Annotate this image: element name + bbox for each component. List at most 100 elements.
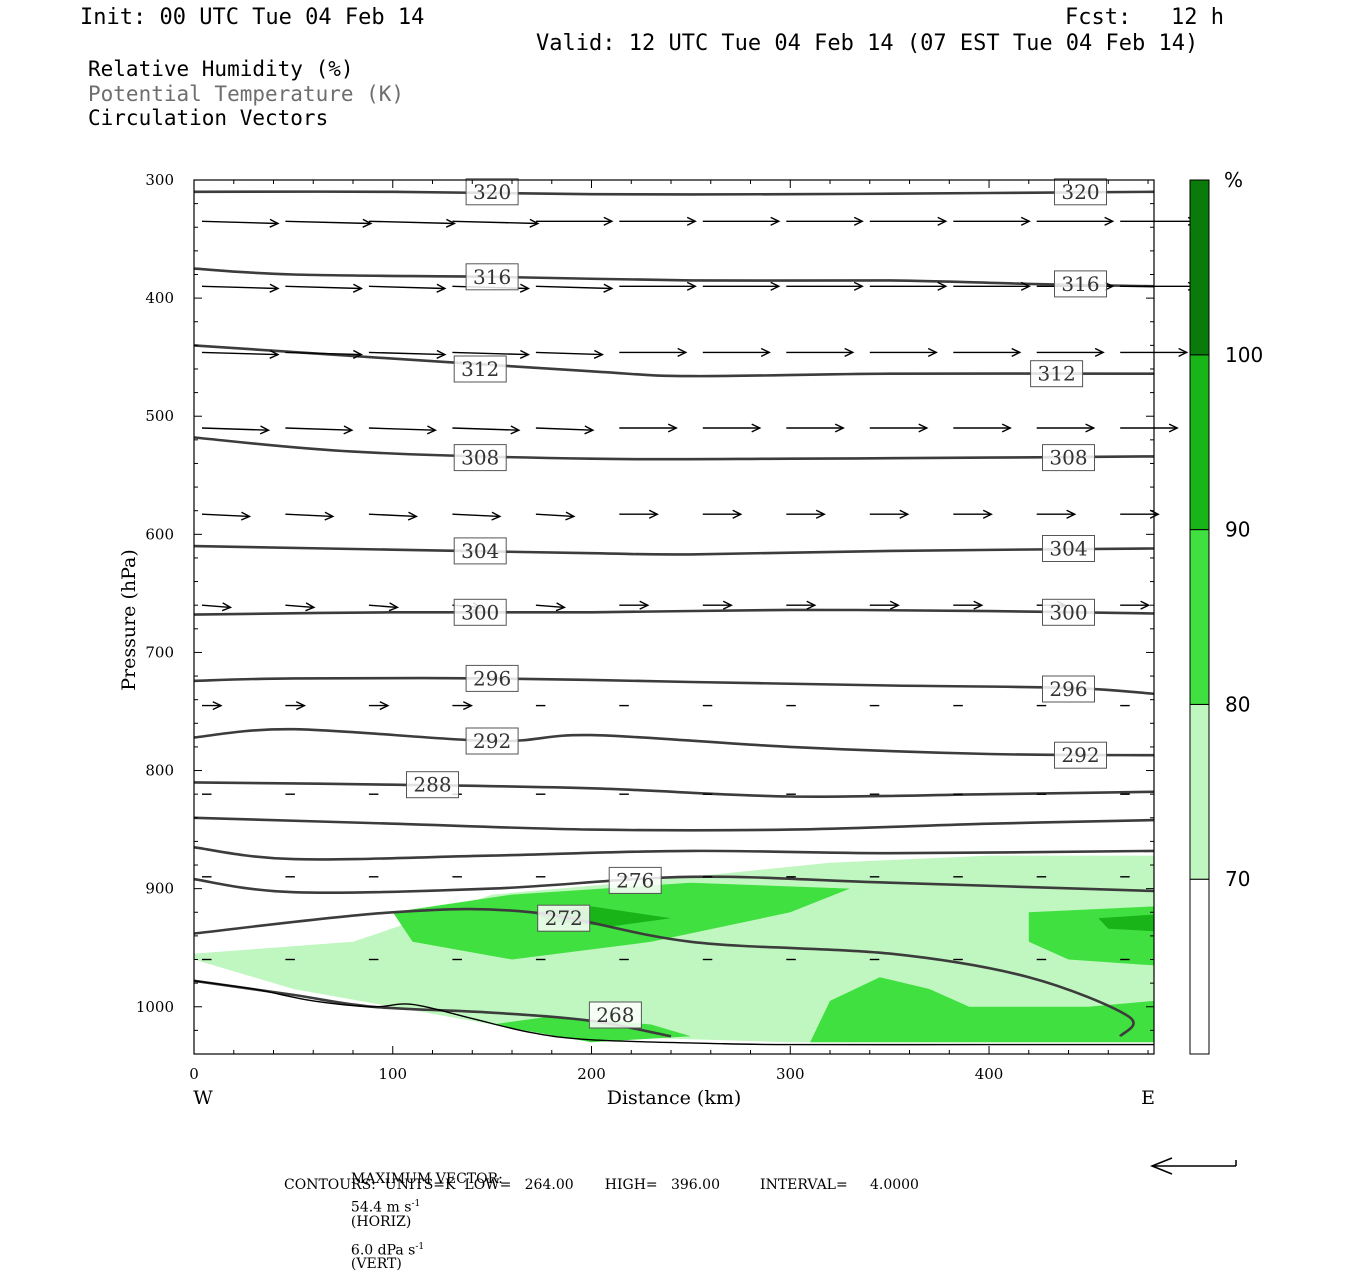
circulation-vector — [201, 425, 271, 435]
vector-head — [1140, 600, 1151, 610]
vector-head — [1104, 281, 1115, 291]
max-horiz-unit-exponent: -1 — [411, 1199, 421, 1209]
colorbar-tick-label: 70 — [1225, 867, 1250, 891]
vector-shaft — [285, 351, 362, 356]
circulation-vector — [869, 509, 910, 519]
vector-shaft — [368, 604, 398, 609]
vector-shaft — [368, 220, 455, 225]
vector-head — [529, 218, 540, 228]
contour-label-296: 296 — [473, 666, 511, 690]
humidity-fill-layer — [194, 855, 1154, 1043]
contour-label-box — [1042, 444, 1095, 472]
contour-label-box — [1042, 535, 1095, 562]
contour-label-292: 292 — [1061, 743, 1099, 767]
vector-head — [889, 600, 900, 610]
vector-shaft — [452, 427, 519, 431]
contour-label-box — [465, 263, 519, 291]
colorbar-tick-label: 80 — [1225, 692, 1250, 716]
circulation-vector — [201, 511, 252, 521]
colorbar-unit: % — [1224, 168, 1243, 192]
contour-label-box — [537, 904, 591, 932]
max-horiz-tag: (HORIZ) — [350, 1213, 412, 1230]
vector-head — [1001, 423, 1012, 433]
vector-head — [648, 509, 659, 519]
vector-head — [1085, 423, 1096, 433]
max-vert-tag: (VERT) — [350, 1256, 402, 1272]
circulation-vector — [452, 218, 540, 228]
contour-label-box — [453, 598, 507, 626]
vector-shaft — [452, 220, 538, 225]
y-tick-label: 700 — [145, 643, 174, 661]
circulation-vector — [1036, 347, 1105, 358]
circulation-vector — [786, 600, 817, 610]
contour-label-276: 276 — [616, 868, 654, 892]
terrain-surface-line — [193, 980, 1154, 1046]
theta-contour-304 — [193, 544, 1155, 556]
circulation-vector — [702, 281, 781, 291]
vector-head — [426, 425, 437, 435]
theta-contour-308 — [193, 436, 1155, 461]
x-tick-label: 0 — [189, 1065, 199, 1083]
vector-head — [305, 602, 316, 612]
vector-head — [379, 701, 390, 711]
circulation-vector — [368, 602, 400, 612]
vector-shaft — [285, 285, 362, 290]
circulation-vector — [285, 283, 363, 293]
vector-shaft — [201, 351, 279, 356]
contour-label-box — [1042, 675, 1095, 703]
x-tick-label: 200 — [577, 1065, 606, 1083]
colorbar-segment-90-100 — [1189, 354, 1210, 531]
vector-head — [677, 347, 688, 358]
vector-shaft — [201, 427, 269, 431]
theta-contour-316 — [193, 267, 1155, 288]
legend-circulation-vectors: Circulation Vectors — [88, 106, 329, 130]
circulation-vector — [285, 218, 373, 228]
vector-head — [269, 218, 280, 228]
contour-label-308: 308 — [461, 446, 499, 470]
circulation-vector — [1120, 600, 1151, 610]
circulation-vector — [201, 602, 233, 612]
contour-label-layer: 320 320 316 316 312 312 308 308 304 304 300 300 296 2… — [406, 178, 1107, 1029]
vector-head — [770, 281, 781, 291]
theta-contour-272 — [193, 907, 1135, 1038]
max-vector-label: MAXIMUM VECTOR: — [350, 1171, 503, 1187]
contour-label-292: 292 — [473, 729, 511, 753]
circulation-vector — [869, 216, 948, 226]
valid-time: Valid: 12 UTC Tue 04 Feb 14 (07 EST Tue … — [536, 31, 1199, 56]
contour-label-box — [465, 727, 519, 755]
axis-layer: 0 100 200 300 400 300 400 500 600 700 800 900 1000 — [136, 171, 1154, 1083]
circulation-vector — [1120, 216, 1198, 226]
vector-head — [407, 511, 419, 521]
vector-head — [853, 281, 864, 291]
circulation-vector — [285, 511, 335, 521]
circulation-vector — [368, 218, 457, 228]
circulation-vector — [953, 216, 1031, 226]
circulation-vector — [285, 701, 307, 711]
circulation-vector — [702, 347, 771, 358]
vector-head — [1178, 347, 1189, 358]
x-tick-label: 100 — [378, 1065, 407, 1083]
circulation-vector — [535, 602, 567, 612]
contour-label-box — [1054, 741, 1107, 769]
circulation-vector — [786, 216, 864, 226]
circulation-vector — [869, 281, 948, 291]
vector-shaft — [535, 351, 603, 356]
theta-contour-284 — [193, 816, 1155, 832]
x-east-label: E — [1141, 1087, 1155, 1109]
vector-head — [269, 349, 280, 359]
y-tick-label: 600 — [145, 525, 174, 543]
vector-shaft — [535, 285, 612, 290]
y-tick-label: 1000 — [136, 998, 174, 1016]
circulation-vector — [201, 218, 280, 228]
vector-head — [352, 283, 363, 293]
vector-shaft — [535, 427, 593, 431]
vector-head — [240, 511, 252, 521]
vector-head — [899, 509, 910, 519]
circulation-vector — [452, 701, 474, 711]
contour-label-box — [406, 771, 459, 799]
circulation-vector — [452, 425, 521, 435]
y-tick-label: 800 — [145, 762, 174, 780]
vector-shaft — [535, 513, 574, 518]
circulation-vector — [953, 509, 993, 519]
contour-label-box — [453, 444, 507, 472]
